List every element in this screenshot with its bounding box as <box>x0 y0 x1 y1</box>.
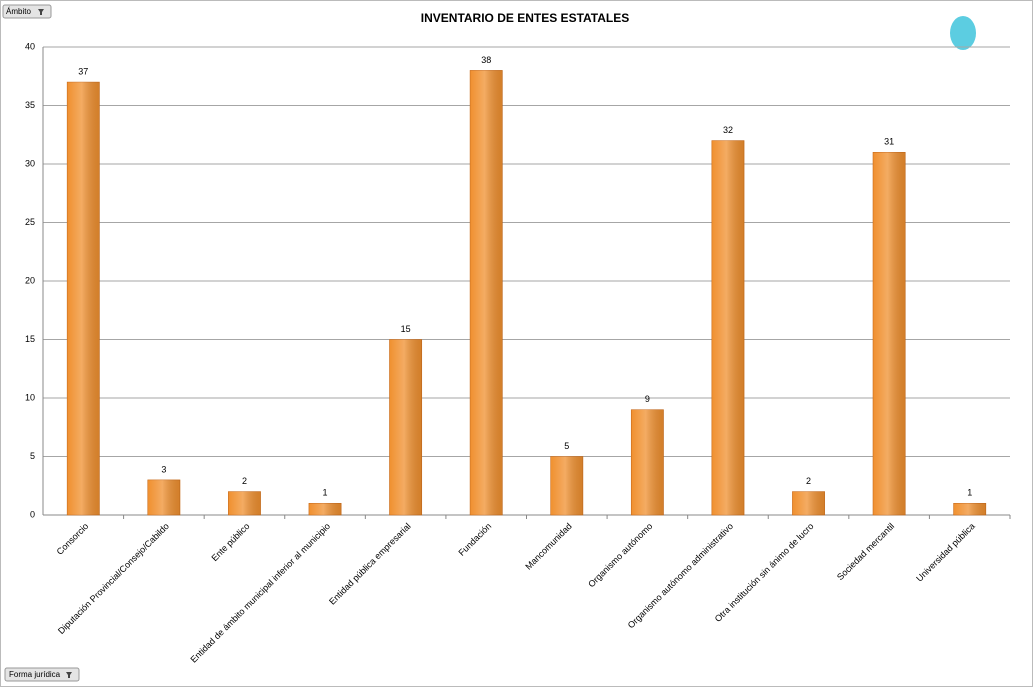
filter-label[interactable]: Forma jurídica <box>9 670 61 679</box>
value-label: 32 <box>723 125 733 135</box>
y-tick-label: 0 <box>30 509 35 519</box>
value-label: 2 <box>806 476 811 486</box>
filter-label[interactable]: Ámbito <box>6 7 31 16</box>
bar <box>66 81 100 516</box>
bar <box>630 409 664 516</box>
bar <box>469 70 503 516</box>
value-label: 1 <box>323 488 328 498</box>
bar <box>792 491 825 516</box>
value-label: 38 <box>481 55 491 65</box>
filter-button[interactable]: Ámbito <box>2 4 52 19</box>
chart-title: INVENTARIO DE ENTES ESTATALES <box>421 11 629 25</box>
bar <box>711 140 745 516</box>
y-tick-label: 25 <box>25 217 35 227</box>
bar <box>550 456 584 516</box>
filter-button[interactable]: Forma jurídica <box>4 667 80 682</box>
bar <box>953 502 987 516</box>
y-tick-label: 30 <box>25 158 35 168</box>
bar <box>228 491 261 516</box>
bar <box>389 339 423 516</box>
value-label: 9 <box>645 394 650 404</box>
value-label: 3 <box>161 464 166 474</box>
bar <box>308 502 342 516</box>
logo <box>950 16 976 50</box>
y-tick-label: 10 <box>25 392 35 402</box>
bar <box>147 479 181 516</box>
value-label: 1 <box>967 488 972 498</box>
y-tick-label: 15 <box>25 334 35 344</box>
y-tick-label: 35 <box>25 100 35 110</box>
y-tick-label: 40 <box>25 41 35 51</box>
y-tick-label: 20 <box>25 275 35 285</box>
value-label: 2 <box>242 476 247 486</box>
bar <box>872 152 906 516</box>
value-label: 37 <box>78 66 88 76</box>
value-label: 5 <box>564 441 569 451</box>
y-tick-label: 5 <box>30 451 35 461</box>
value-label: 15 <box>401 324 411 334</box>
value-label: 31 <box>884 137 894 147</box>
